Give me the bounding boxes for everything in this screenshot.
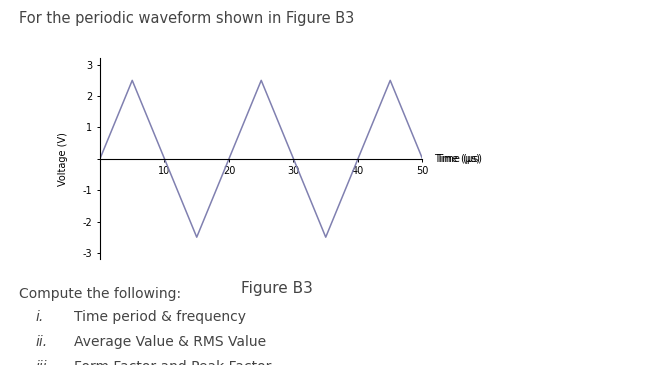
Text: For the periodic waveform shown in Figure B3: For the periodic waveform shown in Figur… [19,11,355,26]
Text: Time (μs): Time (μs) [433,154,480,164]
Text: Time period & frequency: Time period & frequency [74,310,246,324]
Text: Figure B3: Figure B3 [241,281,313,296]
Text: iii.: iii. [35,360,52,365]
Text: Time (μs): Time (μs) [437,154,482,164]
Text: Form Factor and Peak Factor: Form Factor and Peak Factor [74,360,272,365]
Y-axis label: Voltage (V): Voltage (V) [57,132,68,186]
Text: i.: i. [35,310,44,324]
Text: Average Value & RMS Value: Average Value & RMS Value [74,335,266,349]
Text: ii.: ii. [35,335,48,349]
Text: Compute the following:: Compute the following: [19,287,181,300]
